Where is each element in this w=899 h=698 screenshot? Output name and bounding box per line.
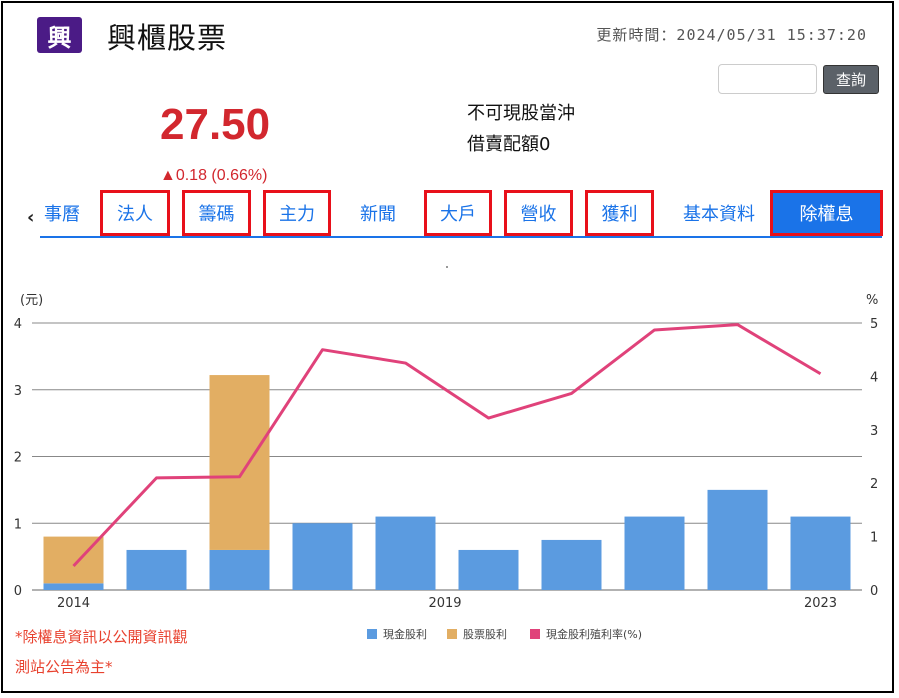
legend-label-stock: 股票股利	[463, 628, 507, 641]
legend-stock-dividend[interactable]: 股票股利	[447, 626, 507, 642]
search-input[interactable]	[718, 64, 817, 94]
search-button[interactable]: 查詢	[823, 65, 879, 94]
y-left-unit-label: (元)	[20, 293, 43, 308]
stock-price: 27.50	[160, 100, 271, 149]
short-sell-quota: 借賣配額0	[467, 134, 551, 155]
cash-dividend-bar	[126, 549, 187, 590]
tabs-underline	[40, 236, 882, 238]
yield-line	[72, 323, 822, 567]
cash-dividend-bar	[458, 549, 519, 590]
tab-revenue[interactable]: 營收	[504, 190, 573, 236]
y-left-tick-label: 0	[14, 584, 22, 599]
tab-news[interactable]: 新聞	[360, 204, 396, 225]
footer-note-line2: 測站公告為主*	[15, 658, 113, 676]
tab-basic-info[interactable]: 基本資料	[683, 204, 755, 225]
cash-dividend-bar	[541, 539, 602, 590]
x-tick-label: 2019	[428, 596, 461, 611]
cash-dividend-bar	[790, 516, 851, 590]
y-right-tick-label: 5	[870, 317, 878, 332]
y-left-tick-label: 3	[14, 384, 22, 399]
legend-cash-dividend[interactable]: 現金股利	[367, 626, 427, 642]
footer-note-line1: *除權息資訊以公開資訊觀	[15, 628, 188, 646]
cash-dividend-bar	[624, 516, 685, 590]
y-right-unit-label: %	[866, 293, 878, 308]
cash-dividend-bar	[375, 516, 436, 590]
legend-swatch-cash	[367, 629, 377, 639]
x-tick-label: 2023	[804, 596, 837, 611]
cash-dividend-bar	[209, 549, 270, 590]
legend-label-yield: 現金股利殖利率(%)	[546, 628, 643, 641]
tab-main-force[interactable]: 主力	[263, 190, 331, 236]
chart-labels: 0 1 2 3 4 0 1 2 3 4 5 (元) % 2014 2019 2023	[14, 293, 879, 611]
day-trade-status: 不可現股當沖	[467, 103, 575, 124]
legend-label-cash: 現金股利	[383, 628, 427, 641]
tab-profit[interactable]: 獲利	[585, 190, 654, 236]
tab-large-holders[interactable]: 大戶	[424, 190, 492, 236]
y-left-tick-label: 2	[14, 451, 22, 466]
loading-dot	[446, 266, 448, 268]
cash-dividend-bar	[43, 583, 104, 590]
stock-name: 興櫃股票	[107, 21, 228, 55]
tab-calendar[interactable]: 事曆	[44, 204, 80, 225]
tab-dividend[interactable]: 除權息	[770, 190, 883, 236]
cash-dividend-bar	[707, 489, 768, 590]
stock-logo: 興	[37, 17, 82, 53]
tab-chips[interactable]: 籌碼	[182, 190, 251, 236]
chart-yield-line	[72, 323, 822, 567]
legend-yield[interactable]: 現金股利殖利率(%)	[530, 626, 642, 642]
cash-dividend-bar	[292, 523, 353, 590]
y-right-tick-label: 3	[870, 424, 878, 439]
x-tick-label: 2014	[57, 596, 90, 611]
tab-institutional[interactable]: 法人	[100, 190, 170, 236]
y-left-tick-label: 4	[14, 317, 22, 332]
dividend-chart: 0 1 2 3 4 0 1 2 3 4 5 (元) % 2014 2019 2023	[14, 293, 879, 611]
y-left-tick-label: 1	[14, 517, 22, 532]
y-right-tick-label: 2	[870, 477, 878, 492]
legend-swatch-stock	[447, 629, 457, 639]
chart-bars	[43, 375, 851, 590]
price-change: ▲0.18 (0.66%)	[160, 167, 268, 184]
update-time: 更新時間：2024/05/31 15:37:20	[596, 26, 867, 44]
logo-char: 興	[47, 23, 72, 52]
legend-swatch-yield	[530, 629, 540, 639]
y-right-tick-label: 4	[870, 370, 878, 385]
y-right-tick-label: 0	[870, 584, 878, 599]
stock-dividend-bar	[209, 375, 270, 550]
tabs-scroll-left-icon[interactable]: ‹	[27, 207, 35, 228]
y-right-tick-label: 1	[870, 531, 878, 546]
